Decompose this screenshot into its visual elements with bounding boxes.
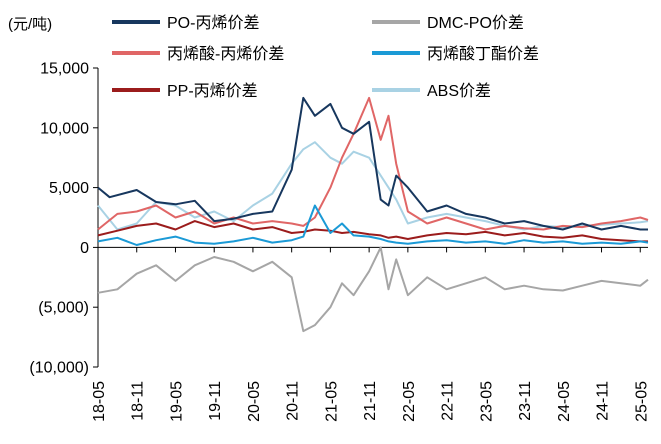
y-tick-label: (5,000) bbox=[38, 300, 89, 317]
series-line-4 bbox=[97, 220, 648, 243]
legend-label-4: PP-丙烯价差 bbox=[167, 82, 258, 100]
x-tick-label: 18-05 bbox=[91, 381, 108, 422]
series-line-0 bbox=[97, 96, 648, 231]
x-tick-label: 24-05 bbox=[556, 381, 573, 422]
x-tick-label: 23-11 bbox=[517, 381, 534, 421]
axes: 15,000 10,000 5,000 0 (5,000) (10,000)18-05 18… bbox=[29, 61, 650, 422]
y-tick-label: 5,000 bbox=[49, 180, 89, 197]
x-tick-label: 22-05 bbox=[401, 381, 418, 422]
unit-label: (元/吨) bbox=[8, 16, 52, 33]
y-tick-label: 0 bbox=[80, 240, 89, 257]
x-tick-label: 25-05 bbox=[633, 381, 650, 422]
legend-label-1: DMC-PO价差 bbox=[427, 14, 524, 32]
x-tick-label: 24-11 bbox=[595, 381, 612, 421]
legend-label-0: PO-丙烯价差 bbox=[167, 14, 259, 32]
legend-label-2: 丙烯酸-丙烯价差 bbox=[167, 45, 284, 63]
series-line-3 bbox=[97, 204, 649, 246]
x-tick-label: 20-05 bbox=[246, 381, 263, 422]
x-tick-label: 21-11 bbox=[362, 381, 379, 421]
x-tick-label: 22-11 bbox=[440, 381, 457, 421]
series-line-1 bbox=[97, 246, 649, 333]
x-tick-label: 18-11 bbox=[130, 381, 147, 421]
y-tick-label: 15,000 bbox=[40, 61, 89, 78]
y-tick-label: 10,000 bbox=[40, 120, 89, 137]
legend-label-5: ABS价差 bbox=[427, 82, 491, 100]
x-tick-label: 19-05 bbox=[168, 381, 185, 422]
x-tick-label: 20-11 bbox=[285, 381, 302, 421]
legend-label-3: 丙烯酸丁酯价差 bbox=[427, 45, 539, 63]
x-tick-label: 21-05 bbox=[323, 381, 340, 422]
x-tick-label: 23-05 bbox=[478, 381, 495, 422]
plot-area bbox=[97, 96, 649, 333]
y-tick-label: (10,000) bbox=[29, 360, 89, 377]
x-tick-label: 19-11 bbox=[207, 381, 224, 421]
